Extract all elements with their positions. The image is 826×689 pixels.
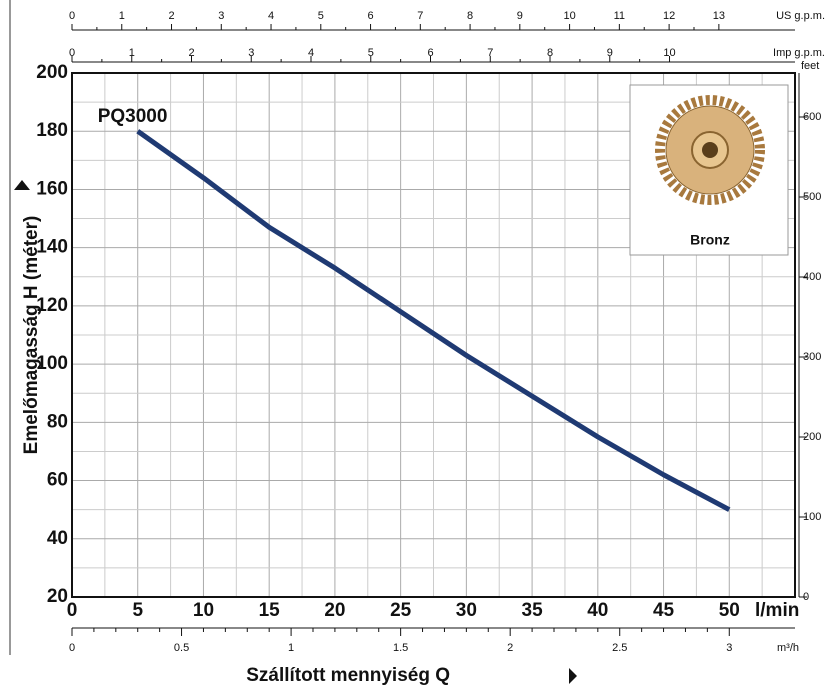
gear-hole bbox=[702, 142, 718, 158]
inset: Bronz bbox=[630, 85, 788, 255]
x-tick-label: 0 bbox=[67, 600, 78, 621]
y-tick-label: 120 bbox=[36, 295, 68, 316]
y2-tick-label: 100 bbox=[803, 511, 821, 523]
top-axis-tick-label: 3 bbox=[218, 10, 224, 22]
x-arrow bbox=[569, 668, 577, 684]
y-tick-label: 40 bbox=[47, 528, 68, 549]
top-axis-tick-label: 6 bbox=[367, 10, 373, 22]
top-axis-tick-label: 9 bbox=[607, 47, 613, 59]
x-axis-title: Szállított mennyiség Q bbox=[246, 665, 450, 686]
top-axis-tick-label: 3 bbox=[248, 47, 254, 59]
y-tick-label: 160 bbox=[36, 178, 68, 199]
bottom-axis-tick-label: 0.5 bbox=[174, 642, 189, 654]
top-axis-tick-label: 1 bbox=[129, 47, 135, 59]
bottom-axis-tick-label: 2 bbox=[507, 642, 513, 654]
x-tick-label: 15 bbox=[259, 600, 281, 621]
y2-tick-label: 400 bbox=[803, 271, 821, 283]
y2-axis-title: feet bbox=[801, 60, 819, 72]
x-unit: l/min bbox=[755, 600, 799, 621]
top-axis-tick-label: 4 bbox=[268, 10, 274, 22]
top-axis-tick-label: 12 bbox=[663, 10, 675, 22]
y-tick-label: 60 bbox=[47, 470, 68, 491]
top-axis-tick-label: 6 bbox=[427, 47, 433, 59]
top-axis-tick-label: 2 bbox=[188, 47, 194, 59]
inset-label: Bronz bbox=[690, 232, 730, 248]
top-axis-tick-label: 9 bbox=[517, 10, 523, 22]
top-axis-tick-label: 4 bbox=[308, 47, 314, 59]
top-axis-tick-label: 11 bbox=[614, 10, 625, 22]
y-tick-label: 20 bbox=[47, 586, 68, 607]
bottom-axis-tick-label: 1.5 bbox=[393, 642, 408, 654]
y2-tick-label: 0 bbox=[803, 591, 809, 603]
bottom-axis-tick-label: 1 bbox=[288, 642, 294, 654]
chart: Bronz Emelőmagasság H (méter) Szállított… bbox=[0, 0, 826, 689]
y-tick-label: 180 bbox=[36, 120, 68, 141]
top-axis-tick-label: 7 bbox=[487, 47, 493, 59]
top-axis-tick-label: 13 bbox=[713, 10, 725, 22]
x-tick-label: 50 bbox=[719, 600, 740, 621]
x-tick-label: 20 bbox=[324, 600, 345, 621]
bottom-axis-label: m³/h bbox=[777, 642, 799, 654]
x-tick-label: 45 bbox=[653, 600, 675, 621]
bottom-axis-tick-label: 3 bbox=[726, 642, 732, 654]
x-tick-label: 35 bbox=[522, 600, 544, 621]
x-tick-label: 40 bbox=[587, 600, 608, 621]
y2-tick-label: 500 bbox=[803, 191, 821, 203]
x-tick-label: 5 bbox=[132, 600, 143, 621]
series-label: PQ3000 bbox=[98, 106, 168, 127]
bottom-axis-tick-label: 2.5 bbox=[612, 642, 627, 654]
top-axis-tick-label: 0 bbox=[69, 47, 75, 59]
top-axis-label: Imp g.p.m. bbox=[773, 47, 825, 59]
top-axis-tick-label: 7 bbox=[417, 10, 423, 22]
top-axis-tick-label: 5 bbox=[368, 47, 374, 59]
top-axis-label: US g.p.m. bbox=[776, 10, 825, 22]
top-axis-tick-label: 10 bbox=[563, 10, 575, 22]
y-tick-label: 200 bbox=[36, 62, 68, 83]
x-tick-label: 30 bbox=[456, 600, 477, 621]
top-axis-tick-label: 2 bbox=[168, 10, 174, 22]
y-tick-label: 100 bbox=[36, 353, 68, 374]
top-axis-tick-label: 5 bbox=[318, 10, 324, 22]
y-arrow bbox=[14, 180, 30, 190]
top-axis-tick-label: 10 bbox=[663, 47, 675, 59]
top-axis-tick-label: 8 bbox=[547, 47, 553, 59]
y2-tick-label: 300 bbox=[803, 351, 821, 363]
y2-tick-label: 600 bbox=[803, 111, 821, 123]
top-axis-tick-label: 0 bbox=[69, 10, 75, 22]
bottom-axis-tick-label: 0 bbox=[69, 642, 75, 654]
y-tick-label: 140 bbox=[36, 237, 68, 258]
top-axis-tick-label: 8 bbox=[467, 10, 473, 22]
top-axis-tick-label: 1 bbox=[119, 10, 125, 22]
x-tick-label: 10 bbox=[193, 600, 214, 621]
x-tick-label: 25 bbox=[390, 600, 412, 621]
y2-tick-label: 200 bbox=[803, 431, 821, 443]
y-tick-label: 80 bbox=[47, 411, 68, 432]
